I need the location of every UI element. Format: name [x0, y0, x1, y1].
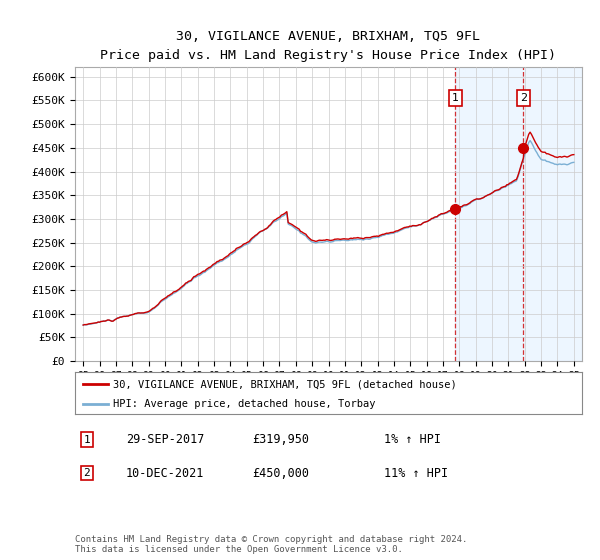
Text: 1: 1	[452, 93, 459, 103]
Text: 2: 2	[520, 93, 527, 103]
Text: 1: 1	[83, 435, 91, 445]
Text: Contains HM Land Registry data © Crown copyright and database right 2024.
This d: Contains HM Land Registry data © Crown c…	[75, 535, 467, 554]
Text: 11% ↑ HPI: 11% ↑ HPI	[384, 466, 448, 480]
Text: 10-DEC-2021: 10-DEC-2021	[126, 466, 205, 480]
Text: 2: 2	[83, 468, 91, 478]
Text: 30, VIGILANCE AVENUE, BRIXHAM, TQ5 9FL (detached house): 30, VIGILANCE AVENUE, BRIXHAM, TQ5 9FL (…	[113, 379, 457, 389]
Text: HPI: Average price, detached house, Torbay: HPI: Average price, detached house, Torb…	[113, 399, 376, 409]
Text: 1% ↑ HPI: 1% ↑ HPI	[384, 433, 441, 446]
Text: £450,000: £450,000	[252, 466, 309, 480]
Text: 29-SEP-2017: 29-SEP-2017	[126, 433, 205, 446]
Bar	[455, 67, 582, 361]
Title: 30, VIGILANCE AVENUE, BRIXHAM, TQ5 9FL
Price paid vs. HM Land Registry's House P: 30, VIGILANCE AVENUE, BRIXHAM, TQ5 9FL P…	[101, 30, 557, 62]
Text: £319,950: £319,950	[252, 433, 309, 446]
